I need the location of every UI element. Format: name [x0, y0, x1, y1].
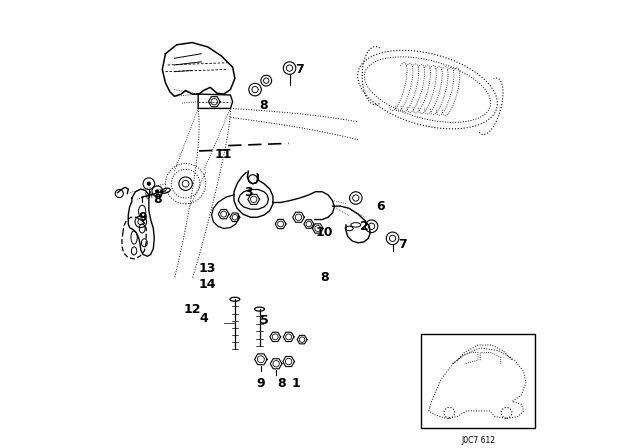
Bar	[421, 334, 535, 428]
Text: 9: 9	[257, 376, 265, 390]
Text: 9: 9	[139, 211, 147, 224]
Text: 3: 3	[244, 186, 253, 199]
Text: 13: 13	[198, 262, 216, 276]
Text: 5: 5	[260, 314, 268, 327]
Text: 12: 12	[183, 302, 200, 316]
Circle shape	[147, 182, 150, 185]
Text: J0C7 612: J0C7 612	[461, 436, 495, 445]
Text: 4: 4	[199, 311, 208, 325]
Text: 6: 6	[376, 199, 385, 213]
Text: 10: 10	[316, 226, 333, 240]
Text: 8: 8	[260, 99, 268, 112]
Text: 1: 1	[292, 376, 301, 390]
Text: 7: 7	[296, 63, 304, 76]
Text: 8: 8	[320, 271, 329, 284]
Text: 11: 11	[215, 148, 232, 161]
Text: 8: 8	[154, 193, 162, 206]
Text: 8: 8	[278, 376, 286, 390]
Text: 14: 14	[198, 278, 216, 291]
Text: 7: 7	[399, 237, 407, 251]
Text: 2: 2	[360, 220, 369, 233]
Circle shape	[156, 190, 159, 193]
